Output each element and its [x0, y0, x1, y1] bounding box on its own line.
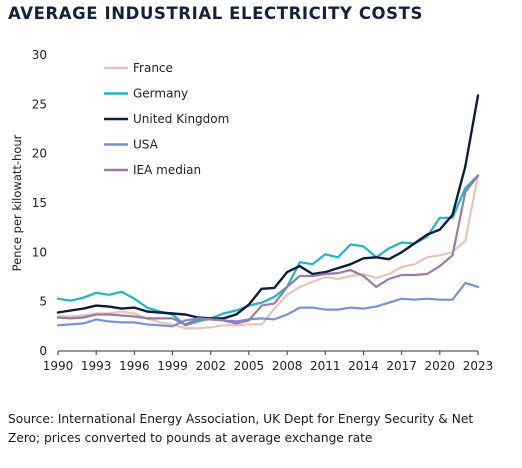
legend-label-germany: Germany: [133, 87, 188, 101]
x-tick-label: 2011: [310, 359, 341, 373]
x-tick-label: 2014: [348, 359, 379, 373]
legend-label-france: France: [133, 61, 173, 75]
y-tick-label: 15: [32, 196, 47, 210]
legend: France Germany United Kingdom USA IEA median: [104, 61, 229, 177]
series-line-usa: [56, 281, 480, 328]
y-tick-label: 25: [32, 97, 47, 111]
x-tick-label: 1993: [81, 359, 112, 373]
y-tick-label: 5: [39, 295, 47, 309]
series-line-germany: [56, 174, 480, 327]
x-tick-label: 2017: [386, 359, 417, 373]
y-tick-label: 0: [39, 344, 47, 358]
x-tick-label: 1996: [119, 359, 150, 373]
legend-label-usa: USA: [133, 138, 159, 152]
x-tick-label: 2002: [195, 359, 226, 373]
line-chart: 0 5 10 15 20 25 30 1990 1993 1996 1999 2002 2005 2008…: [10, 48, 493, 373]
x-tick-label: 1990: [43, 359, 74, 373]
source-note: Source: International Energy Association…: [8, 412, 474, 445]
y-axis-label: Pence per kilowatt-hour: [10, 134, 24, 271]
y-tick-label: 10: [32, 245, 47, 259]
chart-title: AVERAGE INDUSTRIAL ELECTRICITY COSTS: [8, 4, 423, 23]
series-line-france: [56, 174, 480, 330]
x-tick-label: 2023: [463, 359, 494, 373]
x-tick-label: 2020: [425, 359, 456, 373]
y-tick-label: 20: [32, 147, 47, 161]
axes: 0 5 10 15 20 25 30 1990 1993 1996 1999 2002 2005 2008…: [10, 48, 493, 373]
series-line-iea-median: [56, 174, 480, 326]
x-tick-label: 1999: [157, 359, 188, 373]
legend-label-iea-median: IEA median: [133, 163, 201, 177]
series-line-united-kingdom: [56, 94, 480, 320]
series-lines: [56, 94, 480, 330]
y-tick-label: 30: [32, 48, 47, 62]
x-tick-label: 2008: [272, 359, 303, 373]
x-tick-label: 2005: [234, 359, 265, 373]
legend-label-united-kingdom: United Kingdom: [133, 112, 229, 126]
